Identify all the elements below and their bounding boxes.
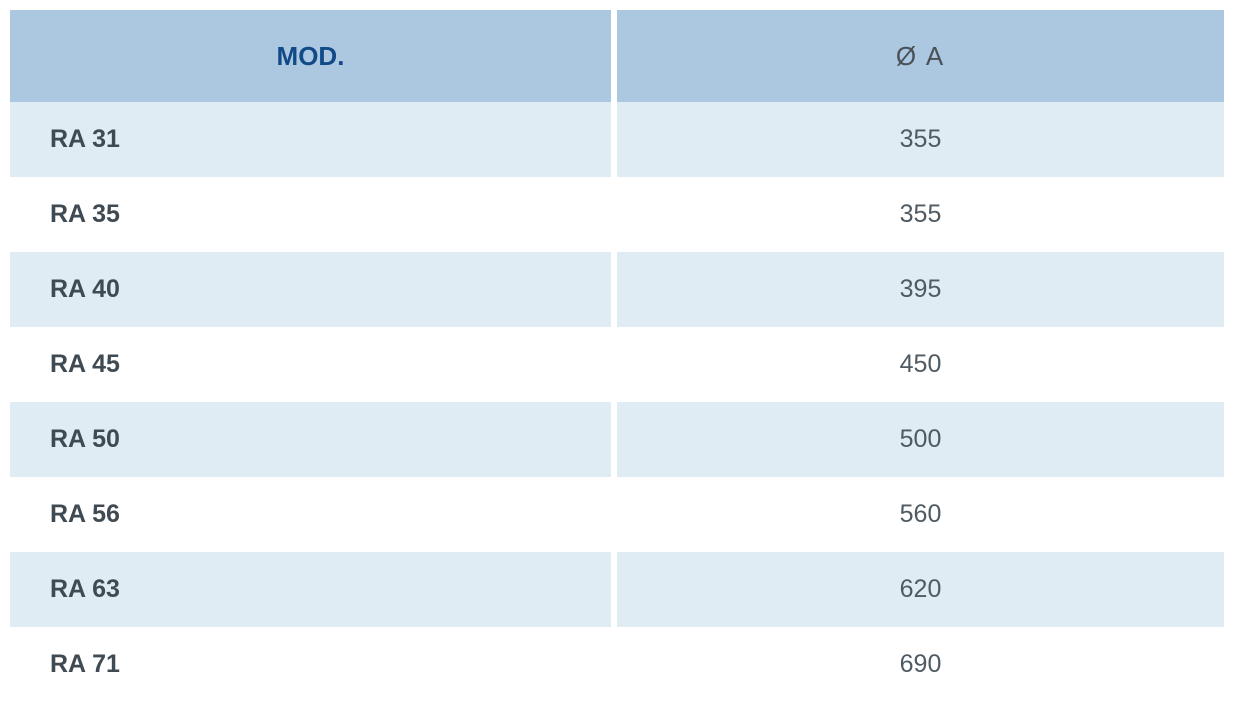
table-row: RA 50 500 xyxy=(10,402,1224,477)
cell-diam-a: 355 xyxy=(617,177,1224,252)
table-row: RA 40 395 xyxy=(10,252,1224,327)
table-header-row: MOD. Ø A xyxy=(10,10,1224,102)
cell-diam-a: 450 xyxy=(617,327,1224,402)
table-row: RA 56 560 xyxy=(10,477,1224,552)
table-row: RA 63 620 xyxy=(10,552,1224,627)
spec-table: MOD. Ø A RA 31 355 RA 35 355 RA 40 395 R… xyxy=(10,10,1224,702)
table-row: RA 31 355 xyxy=(10,102,1224,177)
cell-mod: RA 63 xyxy=(10,552,617,627)
cell-diam-a: 500 xyxy=(617,402,1224,477)
cell-diam-a: 690 xyxy=(617,627,1224,702)
cell-mod: RA 56 xyxy=(10,477,617,552)
cell-diam-a: 620 xyxy=(617,552,1224,627)
cell-diam-a: 560 xyxy=(617,477,1224,552)
cell-mod: RA 35 xyxy=(10,177,617,252)
cell-mod: RA 71 xyxy=(10,627,617,702)
table-header-diam-a: Ø A xyxy=(617,10,1224,102)
cell-diam-a: 395 xyxy=(617,252,1224,327)
table-row: RA 35 355 xyxy=(10,177,1224,252)
cell-mod: RA 40 xyxy=(10,252,617,327)
table-header-mod: MOD. xyxy=(10,10,617,102)
cell-diam-a: 355 xyxy=(617,102,1224,177)
table-row: RA 71 690 xyxy=(10,627,1224,702)
table-row: RA 45 450 xyxy=(10,327,1224,402)
cell-mod: RA 45 xyxy=(10,327,617,402)
cell-mod: RA 31 xyxy=(10,102,617,177)
cell-mod: RA 50 xyxy=(10,402,617,477)
